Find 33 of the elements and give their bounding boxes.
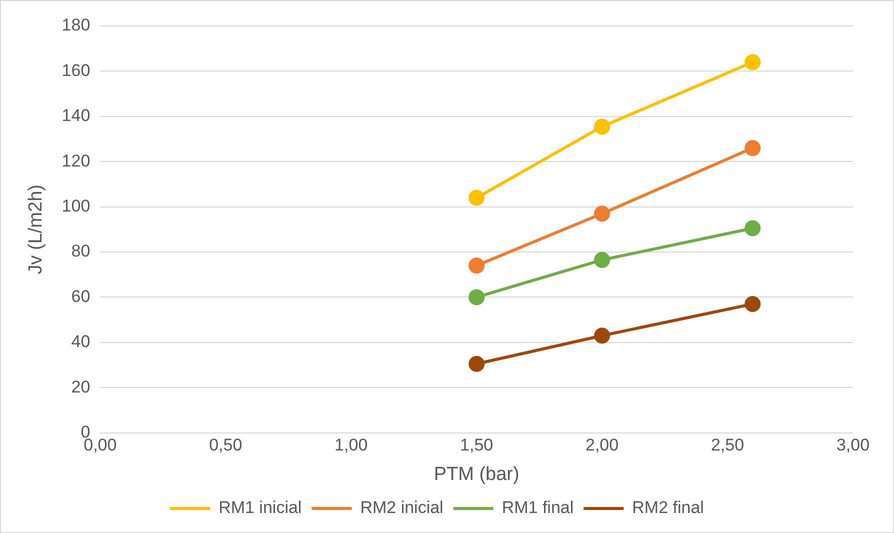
legend-label: RM2 inicial xyxy=(360,498,444,518)
point xyxy=(468,289,485,306)
point xyxy=(468,356,485,372)
y-tick-label: 120 xyxy=(62,151,90,170)
point xyxy=(594,206,610,222)
y-axis-title: Jv (L/m2h) xyxy=(26,184,47,274)
point xyxy=(744,140,761,156)
point xyxy=(744,296,761,312)
point xyxy=(594,118,610,135)
point xyxy=(594,328,610,344)
legend-label: RM1 final xyxy=(502,498,574,518)
y-tick-label: 80 xyxy=(71,242,90,261)
y-tick-label: 60 xyxy=(71,286,90,306)
legend-label: RM1 inicial xyxy=(218,498,302,518)
x-tick-label: 0,50 xyxy=(209,436,242,455)
y-tick-label: 20 xyxy=(71,377,90,396)
x-axis-title: PTM (bar) xyxy=(434,464,520,485)
y-tick-label: 140 xyxy=(62,106,90,126)
point xyxy=(594,252,610,268)
y-tick-label: 180 xyxy=(62,16,90,35)
point xyxy=(468,258,485,274)
point xyxy=(468,190,485,206)
legend-label: RM2 final xyxy=(632,498,704,518)
point xyxy=(744,220,761,236)
y-tick-label: 100 xyxy=(62,196,90,216)
x-tick-label: 1,50 xyxy=(460,436,494,455)
x-tick-label: 1,00 xyxy=(334,436,368,455)
y-tick-label: 40 xyxy=(71,332,90,352)
x-tick-label: 3,00 xyxy=(836,436,870,455)
y-tick-label: 160 xyxy=(62,60,90,80)
x-tick-label: 2,00 xyxy=(586,436,619,455)
x-tick-label: 2,50 xyxy=(710,436,744,455)
point xyxy=(744,54,761,70)
